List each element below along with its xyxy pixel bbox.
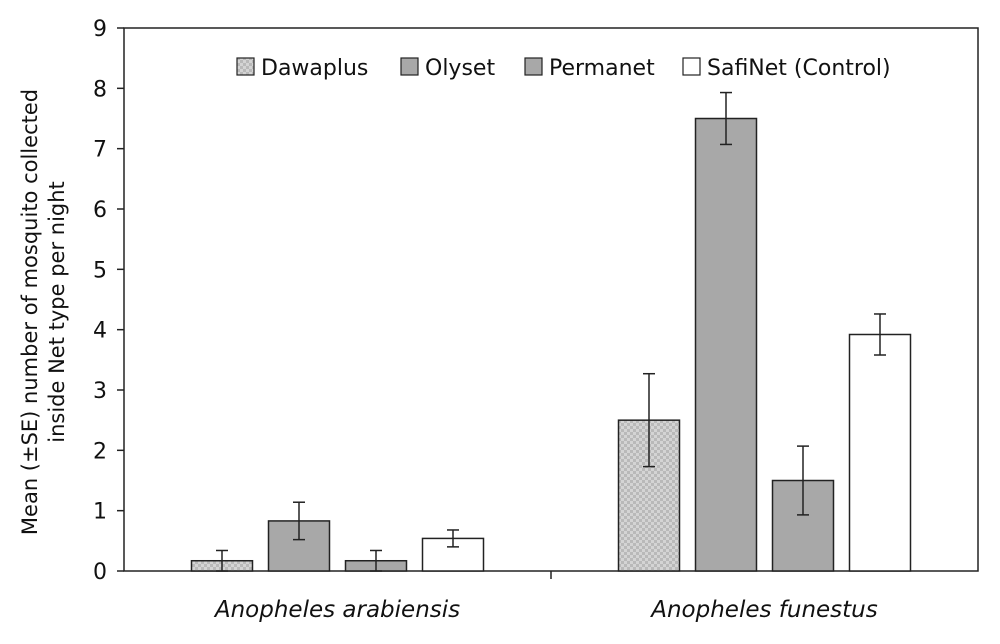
y-tick-label: 7 — [93, 138, 107, 163]
legend-label: Olyset — [425, 56, 495, 81]
y-tick-label: 5 — [93, 258, 107, 283]
axes: 0 1 2 3 4 5 6 7 8 9 Anopheles arabiensis Anopheles … — [93, 17, 878, 623]
legend-swatch — [400, 57, 419, 76]
y-tick-label: 2 — [93, 439, 107, 464]
y-tick-label: 9 — [93, 17, 107, 42]
y-tick-label: 8 — [93, 77, 107, 102]
y-axis-label-line-2: inside Net type per night — [45, 181, 69, 443]
legend: Dawaplus Olyset Permanet SafiNet (Control) — [236, 56, 891, 81]
bar-safinet-control — [848, 333, 912, 572]
bars — [190, 91, 912, 572]
y-axis-label-line-1: Mean (±SE) number of mosquito collected — [18, 89, 42, 535]
y-tick-label: 3 — [93, 379, 107, 404]
legend-label: SafiNet (Control) — [707, 56, 891, 81]
legend-label: Dawaplus — [261, 56, 368, 81]
x-category-label: Anopheles funestus — [649, 597, 878, 623]
legend-swatch — [682, 57, 701, 76]
legend-swatch — [524, 57, 543, 76]
y-tick-label: 4 — [93, 319, 107, 344]
legend-swatch — [236, 57, 255, 76]
y-tick-label: 0 — [93, 560, 107, 585]
y-tick-label: 1 — [93, 500, 107, 525]
x-category-label: Anopheles arabiensis — [213, 597, 460, 623]
legend-label: Permanet — [549, 56, 655, 81]
y-tick-label: 6 — [93, 198, 107, 223]
bar-olyset — [694, 117, 758, 572]
